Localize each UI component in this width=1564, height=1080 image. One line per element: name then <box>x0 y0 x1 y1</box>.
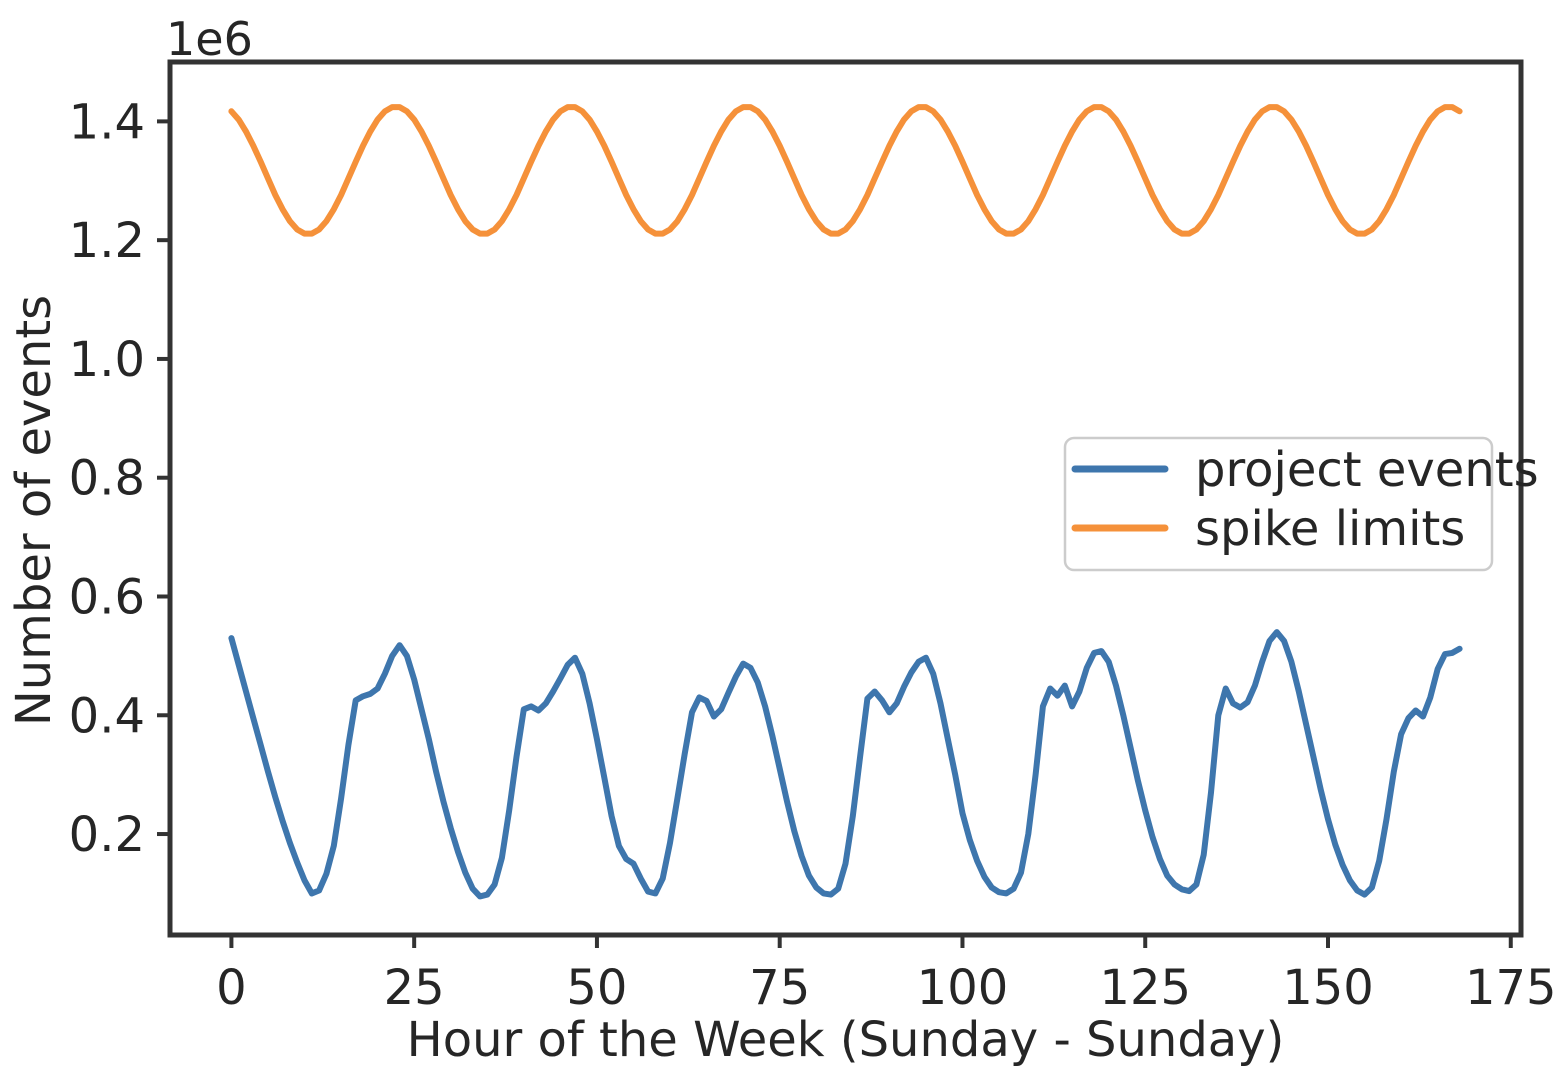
y-tick-label: 0.2 <box>69 807 145 863</box>
x-tick-label: 175 <box>1465 960 1557 1016</box>
legend-label-project-events: project events <box>1195 442 1539 498</box>
x-tick-label: 50 <box>566 960 627 1016</box>
legend <box>1063 436 1494 572</box>
series-spike-limits <box>228 104 1463 237</box>
y-tick-label: 1.2 <box>69 213 145 269</box>
x-tick-label: 0 <box>216 960 247 1016</box>
x-axis-label: Hour of the Week (Sunday - Sunday) <box>407 1012 1285 1068</box>
x-tick-label: 75 <box>749 960 810 1016</box>
series-project-events <box>228 629 1463 900</box>
y-tick-label: 0.8 <box>69 451 145 507</box>
x-tick-label: 100 <box>917 960 1009 1016</box>
x-tick-label: 125 <box>1099 960 1191 1016</box>
legend-label-spike-limits: spike limits <box>1195 501 1465 557</box>
y-tick-label: 1.4 <box>69 94 145 150</box>
x-tick-label: 150 <box>1282 960 1374 1016</box>
y-offset-label: 1e6 <box>166 12 253 66</box>
y-tick-label: 0.4 <box>69 688 145 744</box>
x-tick-label: 25 <box>384 960 445 1016</box>
legend-box <box>1063 436 1494 572</box>
y-tick-label: 1.0 <box>69 332 145 388</box>
y-tick-label: 0.6 <box>69 569 145 625</box>
plot-border <box>167 59 1524 938</box>
y-axis-label: Number of events <box>6 295 62 726</box>
